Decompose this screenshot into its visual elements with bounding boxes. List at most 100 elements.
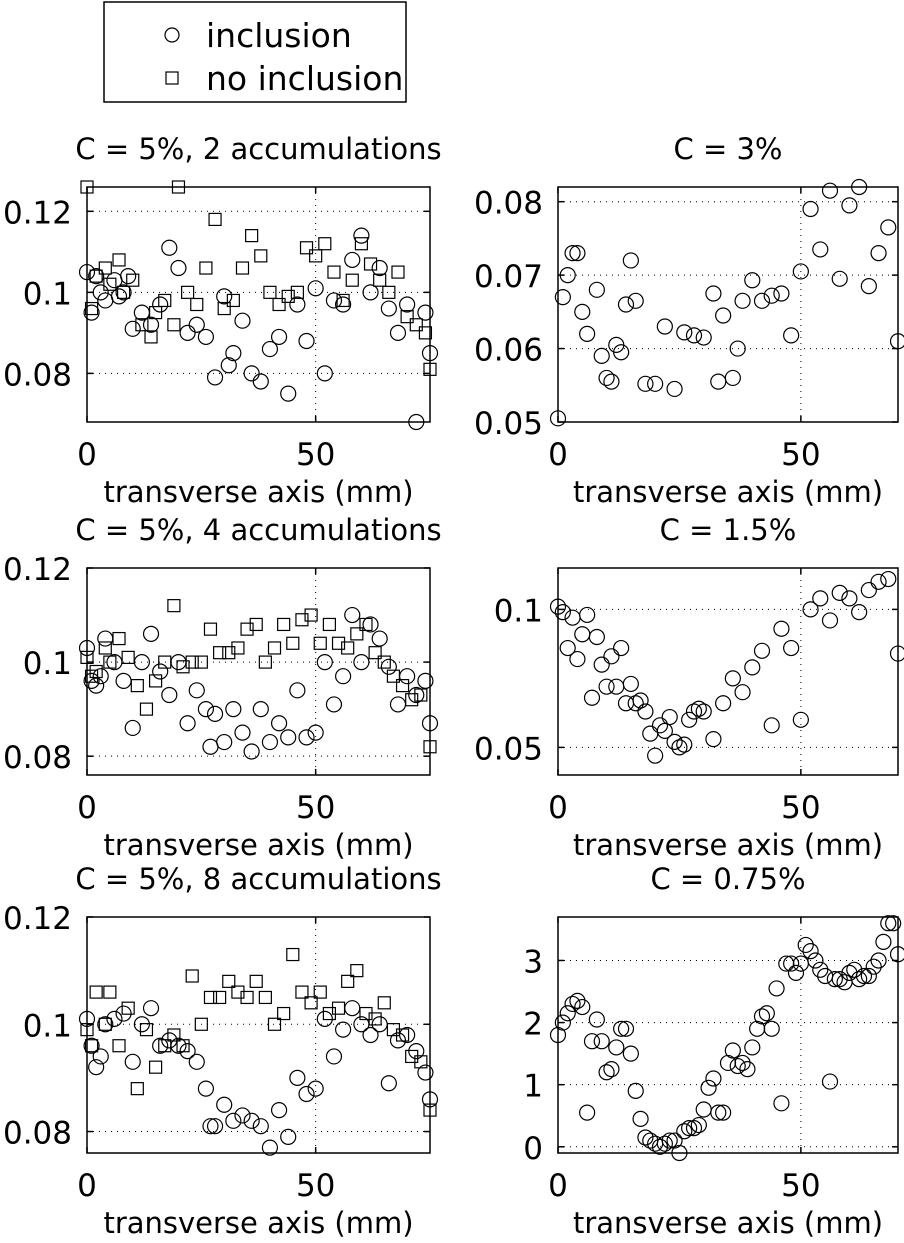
circle-marker (206, 369, 224, 386)
circle-marker (690, 700, 707, 717)
circle-marker (399, 296, 416, 313)
circle-marker (729, 340, 746, 357)
square-marker (84, 1039, 99, 1053)
circle-marker (564, 995, 581, 1013)
square-marker (103, 985, 117, 999)
circle-marker (885, 915, 902, 932)
square-marker (414, 688, 428, 702)
circle-marker (647, 747, 664, 764)
square-marker (313, 985, 327, 999)
square-marker (368, 646, 382, 660)
circle-marker (152, 296, 169, 313)
circle-marker (598, 678, 615, 695)
circle-marker (202, 1118, 219, 1135)
legend-label-inclusion: inclusion (206, 16, 352, 55)
circle-marker (316, 653, 333, 671)
legend-label-no-inclusion: no inclusion (206, 59, 403, 98)
circle-marker (234, 1107, 251, 1124)
square-marker (359, 1006, 373, 1021)
square-marker (121, 650, 135, 664)
circle-marker (685, 327, 703, 344)
square-marker (158, 655, 172, 669)
y-tick-label: 2 (523, 1007, 543, 1043)
square-marker (267, 1017, 282, 1031)
circle-marker (821, 182, 839, 199)
circle-marker (622, 252, 639, 269)
square-marker (286, 947, 300, 962)
circle-marker (252, 373, 269, 390)
circle-marker (161, 686, 178, 704)
legend: inclusion no inclusion (103, 1, 407, 103)
circle-marker (353, 227, 370, 244)
circle-marker (812, 961, 829, 978)
y-tick-label: 1 (523, 1069, 543, 1105)
square-marker (149, 1060, 163, 1074)
subplot-title: C = 1.5% (660, 513, 797, 547)
circle-marker (724, 670, 741, 687)
series-inclusion (78, 227, 439, 431)
square-marker (84, 301, 99, 316)
circle-marker (831, 270, 848, 287)
circle-marker (78, 639, 96, 657)
circle-marker (579, 606, 596, 624)
square-marker (277, 617, 291, 632)
circle-marker (632, 692, 649, 709)
square-marker (80, 650, 94, 664)
circle-marker (889, 645, 904, 662)
circle-marker (763, 1020, 780, 1037)
plot-frame (557, 186, 899, 423)
y-tick-label: 0.12 (3, 901, 72, 937)
square-marker (199, 261, 213, 275)
circle-marker (622, 675, 639, 693)
square-marker (395, 679, 410, 693)
circle-marker (783, 639, 800, 657)
circle-marker (280, 385, 297, 402)
circle-marker (617, 695, 635, 712)
circle-marker (676, 324, 693, 341)
circle-marker (574, 303, 591, 320)
y-tick-label: 0.08 (474, 186, 543, 222)
circle-marker (298, 1085, 315, 1103)
circle-marker (83, 672, 100, 690)
circle-marker (316, 365, 333, 382)
circle-marker (880, 570, 897, 588)
series-inclusion (78, 1000, 439, 1156)
legend-circle-marker (164, 27, 180, 43)
x-tick-label: 50 (296, 790, 335, 826)
subplot-5: 0.08 0.1 0.12 0 50 C = 5%, 8 accumulations tra… (3, 862, 442, 1240)
circle-marker (559, 267, 576, 284)
circle-marker (188, 682, 205, 699)
circle-marker (773, 1095, 790, 1112)
y-tick-label: 0.08 (3, 357, 72, 393)
circle-marker (179, 715, 196, 732)
square-marker (350, 964, 364, 978)
circle-marker (617, 1020, 635, 1037)
x-tick-label: 50 (296, 1168, 335, 1204)
plot-frame (86, 186, 431, 423)
circle-marker (685, 1120, 703, 1137)
square-marker (112, 253, 126, 267)
circle-marker (307, 1080, 324, 1097)
circle-marker (371, 630, 388, 647)
plot-frame (557, 567, 899, 776)
series-inclusion (78, 606, 439, 760)
square-marker (103, 655, 117, 669)
circle-marker (549, 598, 567, 615)
circle-marker (270, 715, 288, 732)
x-tick-label: 50 (781, 437, 820, 473)
subplot-title: C = 5%, 8 accumulations (75, 862, 441, 896)
series-inclusion (549, 178, 904, 427)
circle-marker (870, 952, 887, 969)
y-tick-label: 0 (523, 1131, 543, 1167)
circle-marker (865, 958, 882, 975)
circle-marker (88, 1059, 105, 1076)
circle-marker (97, 1016, 114, 1033)
square-marker (222, 646, 236, 660)
square-marker (103, 277, 117, 291)
circle-marker (763, 287, 780, 304)
x-axis-label: transverse axis (mm) (573, 828, 883, 862)
circle-marker (353, 653, 370, 671)
circle-marker (380, 300, 397, 317)
circle-marker (632, 1110, 649, 1127)
circle-marker (661, 708, 678, 726)
